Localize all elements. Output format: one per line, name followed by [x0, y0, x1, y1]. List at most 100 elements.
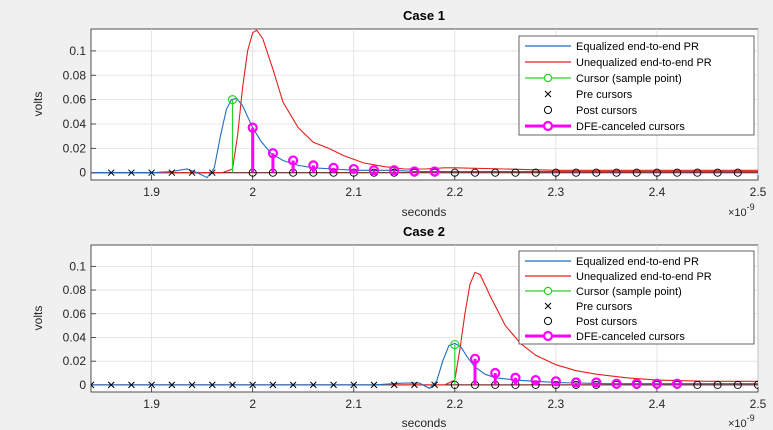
dfe-marker: [328, 162, 339, 173]
post-cursor-marker: [450, 168, 459, 177]
post-cursor-marker: [753, 380, 758, 389]
legend-label: Pre cursors: [576, 89, 633, 101]
post-cursor-marker: [733, 380, 742, 389]
pre-cursor-marker: [107, 381, 115, 389]
pre-cursor-marker: [249, 381, 257, 389]
y-tick-label: 0.04: [63, 117, 87, 131]
pre-cursor-marker: [350, 381, 358, 389]
post-cursor-marker: [572, 168, 581, 177]
x-exponent-base: ×10: [728, 418, 747, 430]
post-cursor-marker: [693, 168, 702, 177]
tick-labels: 1.9 2 2.1 2.2 2.3 2.4 2.5 0 0.02 0.04 0.06 0.08 0.1: [63, 259, 767, 411]
y-tick-label: 0: [79, 378, 86, 392]
legend-box: [518, 35, 755, 136]
dfe-marker: [530, 375, 541, 386]
post-cursor-marker: [652, 168, 661, 177]
x-tick-label: 2.1: [345, 397, 362, 411]
legend-symbol-pre-cursor: [544, 302, 552, 310]
x-tick-label: 1.9: [143, 397, 160, 411]
pre-cursor-marker: [309, 381, 317, 389]
pre-cursor-marker: [188, 381, 196, 389]
legend-label: Post cursors: [576, 316, 638, 328]
post-cursor-marker: [713, 380, 722, 389]
pre-cursor-marker: [188, 169, 196, 177]
x-tick-label: 2.4: [649, 185, 666, 199]
post-cursor-marker: [733, 168, 742, 177]
post-cursor-marker: [713, 168, 722, 177]
pre-cursor-marker: [148, 381, 155, 389]
x-tick-label: 2.1: [345, 185, 362, 199]
pre-cursor-marker: [229, 381, 236, 389]
y-tick-label: 0.1: [69, 259, 86, 273]
legend-label: Cursor (sample point): [576, 73, 682, 85]
legend-symbol-dfe-marker: [542, 120, 554, 132]
chart-case-2: Case 2 1.9 2 2.1 2.2 2.3 2.4 2.5 0 0.02 0.04 0.06 0…: [31, 224, 767, 430]
y-tick-label: 0: [79, 166, 86, 180]
post-cursor-marker: [673, 168, 682, 177]
pre-cursor-marker: [289, 381, 297, 389]
dfe-marker: [247, 122, 258, 133]
dfe-marker: [308, 160, 319, 171]
dfe-marker: [591, 377, 602, 388]
dfe-marker: [570, 377, 582, 388]
pre-cursor-marker: [208, 381, 216, 389]
post-cursor-marker: [632, 168, 641, 177]
pre-cursor-marker: [208, 169, 216, 177]
legend-symbol-pre-cursor: [544, 90, 552, 98]
dfe-marker: [267, 148, 279, 159]
y-axis-label: volts: [31, 92, 45, 117]
pre-cursor-marker: [128, 169, 135, 177]
post-cursor-marker: [491, 168, 500, 177]
x-exponent-power: -9: [747, 202, 755, 212]
legend-symbol-cursor-marker: [543, 73, 553, 83]
pre-cursor-marker: [168, 169, 176, 177]
dfe-marker: [429, 166, 440, 177]
cursor-marker: [227, 95, 238, 105]
dfe-marker: [510, 372, 521, 383]
x-tick-label: 2.2: [446, 397, 463, 411]
chart-case-1: Case 1 1.9 2 2.1 2.2 2.3 2.4 2.5 0 0.02 0.04 0.06 0…: [31, 8, 767, 219]
series-layer: [91, 29, 758, 179]
legend-symbol-post-cursor: [543, 316, 553, 326]
pre-cursor-marker: [107, 169, 115, 177]
legend-label: Cursor (sample point): [576, 286, 682, 298]
pre-cursor-marker: [148, 169, 155, 177]
pre-cursor-marker: [269, 381, 277, 389]
dfe-marker: [672, 378, 683, 389]
legend-label: Unequalized end-to-end PR: [576, 271, 712, 283]
y-tick-label: 0.08: [63, 68, 87, 82]
dfe-marker: [389, 165, 400, 176]
pre-cursor-marker: [330, 381, 337, 389]
legend-box: [518, 250, 755, 345]
y-tick-label: 0.02: [63, 354, 87, 368]
legend-symbol-post-cursor: [543, 105, 553, 115]
pre-cursor-marker: [91, 381, 95, 389]
pre-cursor-marker: [370, 381, 378, 389]
post-cursor-marker: [551, 168, 560, 177]
dfe-marker: [368, 165, 380, 176]
x-tick-label: 2.3: [548, 185, 565, 199]
x-exponent-label: ×10-9: [728, 413, 755, 430]
x-tick-label: 2.5: [750, 397, 767, 411]
legend-label: Unequalized end-to-end PR: [576, 57, 712, 69]
y-axis-label: volts: [31, 306, 45, 331]
dfe-marker: [651, 378, 663, 389]
dfe-marker: [490, 367, 501, 379]
pre-cursor-marker: [431, 381, 438, 389]
x-exponent-label: ×10-9: [728, 202, 755, 219]
x-tick-label: 2.5: [750, 185, 767, 199]
dfe-marker: [469, 353, 481, 364]
dfe-marker: [348, 163, 359, 175]
x-axis-label: seconds: [402, 416, 447, 430]
dfe-marker: [611, 378, 622, 389]
unequalized-pr-line: [91, 271, 758, 386]
series-layer: [91, 271, 758, 390]
y-tick-label: 0.1: [69, 44, 86, 58]
dfe-marker: [288, 155, 299, 166]
legend: Equalized end-to-end PR Unequalized end-t…: [518, 250, 755, 345]
y-tick-label: 0.06: [63, 307, 87, 321]
chart-title: Case 2: [403, 224, 445, 239]
post-cursor-marker: [592, 168, 601, 177]
y-tick-label: 0.02: [63, 141, 87, 155]
